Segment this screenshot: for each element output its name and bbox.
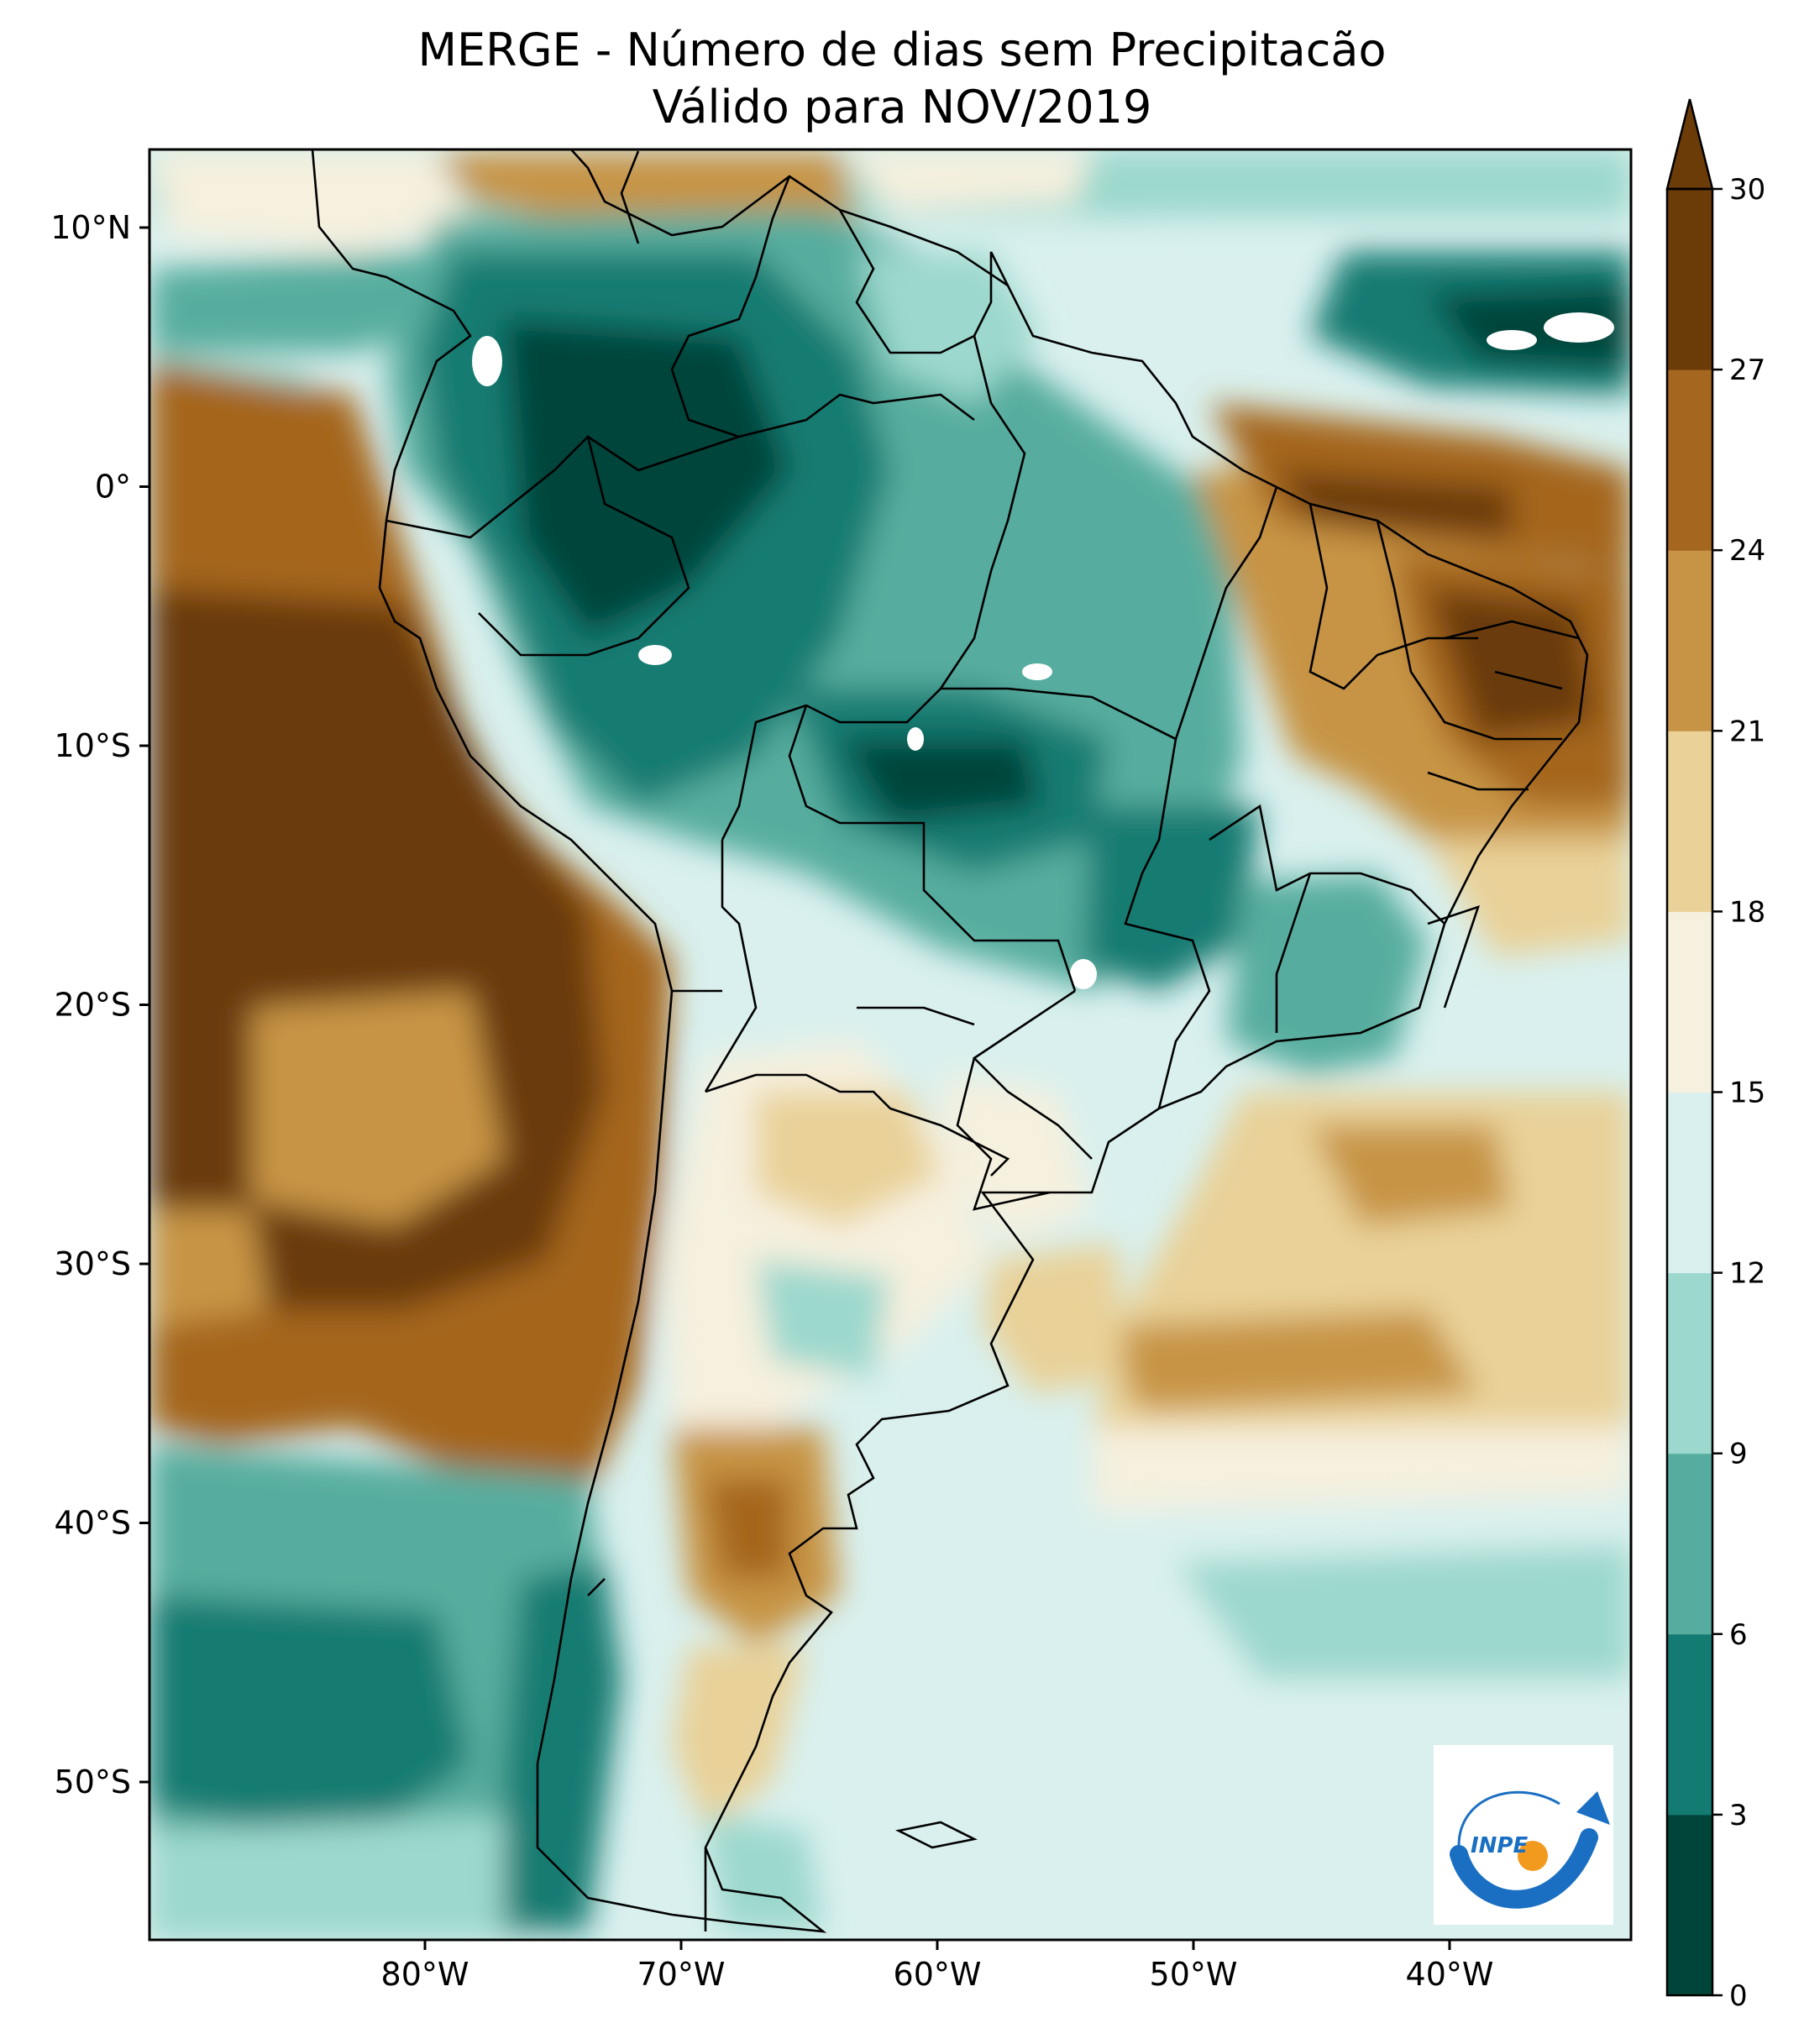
colorbar-tick-label: 6 [1729,1618,1748,1652]
map-title-line1: MERGE - Número de dias sem Precipitacão [417,24,1387,76]
map-border [148,148,1633,1942]
colorbar-segment [1667,550,1712,731]
colorbar-tick-label: 30 [1729,173,1765,207]
colorbar-segment [1667,1272,1712,1454]
lon-tick-label: 70°W [637,1956,726,1993]
lat-tick-label: 20°S [55,987,131,1024]
colorbar-segment [1667,1814,1712,1996]
colorbar-tick-label: 27 [1729,354,1765,387]
latitude-axis: 10°N 0° 10°S 20°S 30°S 40°S 50°S [50,209,149,1800]
lon-tick-label: 80°W [381,1956,469,1993]
longitude-axis: 80°W 70°W 60°W 50°W 40°W [381,1940,1494,1993]
colorbar-tick-label: 18 [1729,895,1765,929]
colorbar-tick-label: 15 [1729,1077,1765,1110]
lat-tick-label: 10°S [55,727,131,764]
colorbar-tick-label: 9 [1729,1438,1748,1471]
colorbar-tick-label: 3 [1729,1799,1748,1832]
colorbar-extend-arrow [1665,98,1714,191]
lat-tick-label: 50°S [55,1764,131,1800]
colorbar-segment [1667,1092,1712,1274]
map-title-line2: Válido para NOV/2019 [652,81,1152,134]
colorbar-tick-label: 12 [1729,1257,1765,1291]
lat-tick-label: 30°S [55,1245,131,1282]
colorbar-segment [1667,1453,1712,1635]
colorbar-tick-label: 21 [1729,715,1765,748]
lat-tick-label: 40°S [55,1505,131,1542]
inpe-logo: INPE [1434,1745,1613,1925]
colorbar: 0 3 6 9 12 15 18 21 24 27 30 [1665,98,1765,2013]
country-borders [311,149,1589,1933]
colorbar-segment [1667,1633,1712,1816]
lat-tick-label: 10°N [50,209,131,246]
colorbar-segment [1667,911,1712,1093]
inpe-logo-graphic: INPE [1450,1790,1610,1909]
lat-tick-label: 0° [95,469,131,506]
precipitation-field [149,149,1631,1940]
colorbar-tick-label: 0 [1729,1979,1748,2013]
colorbar-tick-label: 24 [1729,534,1765,568]
colorbar-segment [1667,369,1712,551]
colorbar-segment [1667,731,1712,912]
colorbar-segment [1667,189,1712,370]
svg-text:INPE: INPE [1471,1833,1528,1858]
lon-tick-label: 40°W [1406,1956,1494,1993]
lon-tick-label: 50°W [1150,1956,1238,1993]
lon-tick-label: 60°W [894,1956,982,1993]
